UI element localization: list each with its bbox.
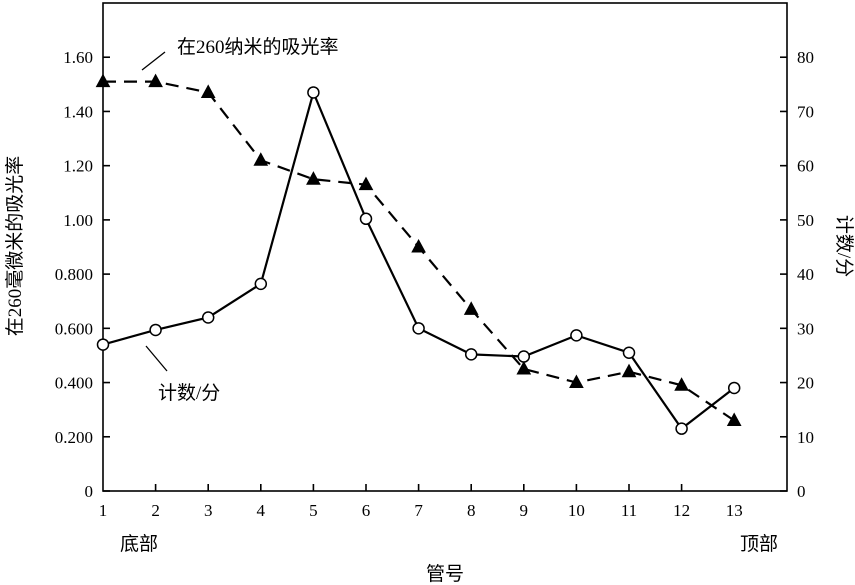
left-tick-label: 0 (85, 482, 94, 501)
triangle-point (200, 84, 216, 98)
right-tick-label: 60 (797, 157, 814, 176)
right-tick-label: 20 (797, 374, 814, 393)
left-tick-label: 1.40 (63, 102, 93, 121)
x-tick-label: 13 (726, 501, 743, 520)
right-tick-label: 50 (797, 211, 814, 230)
annotation-absorbance: 在260纳米的吸光率 (177, 36, 339, 58)
circle-point (517, 350, 531, 363)
ticks: 0 0.200 0.400 0.600 0.800 1.00 1.20 1.40 1.60 0 10… (55, 48, 814, 520)
left-tick-label: 0.200 (55, 428, 93, 447)
left-tick-label: 1.00 (63, 211, 93, 230)
right-tick-label: 70 (797, 102, 814, 121)
circle-point (464, 348, 478, 361)
circle-point (359, 212, 373, 226)
circle-point (96, 338, 110, 351)
right-tick-label: 40 (797, 265, 814, 284)
circle-point (412, 322, 425, 335)
triangle-point (95, 73, 111, 88)
x-tick-label: 7 (414, 501, 423, 520)
plot-frame (102, 2, 788, 492)
triangle-point (516, 360, 532, 375)
left-tick-label: 1.60 (63, 48, 93, 67)
triangle-point (253, 152, 269, 166)
right-tick-label: 0 (797, 482, 806, 501)
circle-point (149, 323, 162, 337)
x-tick-label: 5 (309, 501, 318, 520)
triangle-point (306, 171, 321, 185)
x-tick-label: 8 (467, 501, 476, 520)
left-tick-label: 0.800 (55, 265, 93, 284)
series-line-1 (102, 89, 735, 431)
right-axis-title: 计数/分 (833, 215, 855, 277)
left-tick-label: 0.600 (55, 319, 93, 338)
circle-point (254, 277, 268, 291)
triangle-point (569, 374, 584, 389)
series-layer (95, 73, 742, 435)
triangle-point (358, 176, 374, 191)
circle-point (622, 346, 636, 359)
axes (102, 2, 788, 492)
x-tick-label: 11 (621, 501, 637, 520)
x-tick-label: 6 (362, 501, 371, 520)
triangle-point (726, 412, 742, 427)
left-axis-title: 在260毫微米的吸光率 (4, 156, 26, 337)
circle-point (307, 86, 320, 99)
triangle-point (148, 73, 163, 88)
right-tick-label: 30 (797, 319, 814, 338)
x-end-label-top: 顶部 (740, 533, 778, 555)
circle-point (675, 422, 688, 435)
annotation-leader-absorbance (141, 51, 166, 71)
triangle-point (674, 377, 689, 391)
x-tick-label: 9 (520, 501, 529, 520)
x-tick-label: 4 (257, 501, 266, 520)
x-tick-label: 10 (568, 501, 585, 520)
x-tick-label: 2 (151, 501, 160, 520)
x-end-label-bottom: 底部 (120, 533, 158, 555)
circle-point (570, 329, 583, 342)
x-tick-label: 3 (204, 501, 213, 520)
right-tick-label: 80 (797, 48, 814, 67)
triangle-point (463, 301, 479, 315)
triangle-point (621, 363, 637, 378)
circle-point (727, 381, 741, 395)
left-tick-label: 1.20 (63, 157, 93, 176)
annotation-leader-counts (145, 345, 168, 372)
x-tick-label: 12 (673, 501, 690, 520)
right-tick-label: 10 (797, 428, 814, 447)
x-axis-title: 管号 (426, 563, 464, 585)
circle-point (201, 311, 215, 324)
annotation-counts: 计数/分 (158, 382, 220, 404)
left-tick-label: 0.400 (55, 374, 93, 393)
x-tick-label: 1 (99, 501, 108, 520)
triangle-point (411, 238, 426, 253)
